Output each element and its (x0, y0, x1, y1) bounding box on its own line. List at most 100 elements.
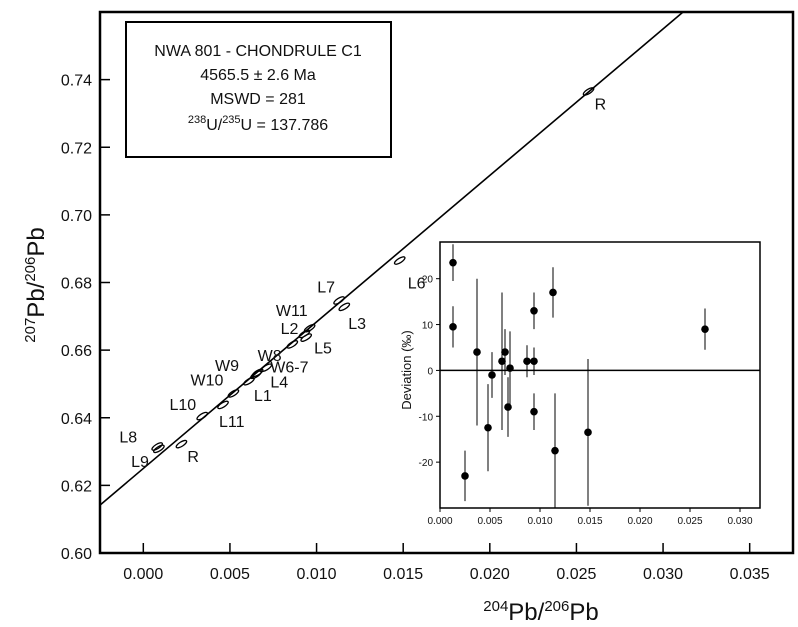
data-point-label: L8 (119, 429, 137, 446)
data-point-label: L1 (254, 388, 272, 405)
data-point-label: L10 (170, 397, 197, 414)
y-tick-label: 0.64 (61, 411, 92, 428)
inset-y-tick-label: 0 (427, 366, 433, 377)
y-tick-label: 0.66 (61, 343, 92, 360)
data-ellipse (151, 442, 164, 451)
annotation-box (125, 21, 392, 158)
isochron-line (99, 11, 684, 506)
data-point-label: W10 (190, 372, 223, 389)
data-point-label: W6-7 (270, 359, 308, 376)
annotation-uranium-ratio: 238U/235U = 137.786 (188, 114, 328, 134)
y-tick-label: 0.72 (61, 140, 92, 157)
x-tick-label: 0.015 (383, 566, 423, 583)
data-point-label: L11 (219, 414, 245, 431)
data-point-label: W11 (276, 303, 308, 320)
annotation-ratio-end: U = 137.786 (241, 117, 329, 134)
data-ellipse (393, 256, 406, 265)
data-ellipse (217, 400, 229, 410)
data-point-label: L9 (131, 454, 149, 471)
y-tick-label: 0.74 (61, 73, 92, 90)
x-tick-label: 0.000 (123, 566, 163, 583)
inset-data-point (449, 258, 457, 267)
inset-data-point (501, 348, 509, 356)
data-ellipse (333, 296, 345, 305)
y-tick-label: 0.62 (61, 478, 92, 495)
data-ellipse (300, 333, 313, 342)
data-ellipse (243, 376, 255, 386)
data-point-label: L7 (317, 279, 335, 296)
inset-x-tick-label: 0.015 (577, 516, 602, 527)
inset-data-point (473, 348, 481, 356)
data-point-label: L6 (408, 276, 426, 293)
main-plot-layer: 0.000 0.005 0.010 0.015 0.020 0.025 0.030 0.035… (61, 11, 770, 583)
inset-plot-layer: 0.000 0.005 0.010 0.015 0.020 0.025 0.030 -20 -1… (419, 244, 760, 527)
inset-data-point (504, 403, 512, 411)
x-tick-label: 0.005 (210, 566, 250, 583)
annotation-ratio-sup-a: 238 (188, 114, 206, 126)
inset-data-point (461, 472, 469, 480)
annotation-ratio-sup-b: 235 (222, 114, 240, 126)
inset-y-tick-label: 10 (422, 321, 434, 332)
data-point-label: L3 (348, 316, 366, 333)
y-label-base-2: Pb (23, 227, 50, 256)
x-tick-label: 0.030 (643, 566, 683, 583)
y-tick-label: 0.70 (61, 208, 92, 225)
data-ellipse (582, 87, 595, 96)
data-point-label: W9 (215, 358, 239, 375)
inset-data-point (530, 407, 538, 416)
inset-y-tick-label: -20 (419, 458, 434, 469)
inset-data-point (498, 357, 506, 366)
data-point-label: R (187, 449, 199, 466)
inset-data-point (530, 357, 538, 366)
y-label-base-1: Pb/ (23, 281, 50, 317)
inset-x-tick-label: 0.010 (527, 516, 552, 527)
data-ellipse (260, 363, 273, 373)
inset-data-point (530, 306, 538, 315)
inset-frame (439, 241, 761, 509)
inset-data-point (488, 371, 496, 379)
data-ellipse (153, 444, 165, 454)
data-ellipse (227, 389, 240, 398)
inset-data-point (506, 364, 514, 372)
data-ellipse (196, 411, 209, 421)
data-point-label: W8 (258, 348, 282, 365)
annotation-sample-name: NWA 801 - CHONDRULE C1 (154, 43, 362, 60)
inset-data-point (549, 288, 557, 297)
inset-x-tick-label: 0.005 (477, 516, 502, 527)
inset-y-tick-label: -10 (419, 412, 434, 423)
x-tick-label: 0.020 (470, 566, 510, 583)
y-label-sup-1: 207 (22, 318, 39, 343)
annotation-mswd: MSWD = 281 (210, 91, 306, 108)
inset-x-tick-label: 0.030 (727, 516, 752, 527)
y-axis-label: 207Pb/206Pb (22, 227, 50, 342)
data-ellipse (251, 368, 264, 378)
inset-y-tick-label: 20 (422, 275, 434, 286)
inset-x-tick-label: 0.000 (427, 516, 452, 527)
data-point-label: L5 (314, 341, 332, 358)
x-tick-label: 0.010 (297, 566, 337, 583)
inset-y-axis-label: Deviation (‰) (399, 330, 414, 409)
y-tick-label: 0.60 (61, 546, 92, 563)
y-label-sup-2: 206 (22, 257, 39, 282)
annotation-age: 4565.5 ± 2.6 Ma (200, 67, 316, 84)
data-ellipse (338, 302, 351, 312)
inset-data-point (449, 323, 457, 331)
inset-x-tick-label: 0.020 (627, 516, 652, 527)
data-ellipse (286, 340, 299, 349)
x-tick-label: 0.025 (556, 566, 596, 583)
x-tick-label: 0.035 (730, 566, 770, 583)
data-point-label: R (595, 96, 607, 113)
annotation-ratio-mid: U/ (206, 117, 223, 134)
x-axis-label: 204Pb/206Pb (483, 598, 598, 626)
inset-data-point (701, 325, 709, 333)
data-ellipse (303, 323, 316, 333)
x-label-sup-1: 204 (483, 598, 508, 615)
inset-data-point (584, 428, 592, 437)
inset-x-tick-label: 0.025 (677, 516, 702, 527)
data-point-label: L4 (270, 375, 288, 392)
x-label-base-1: Pb/ (508, 599, 544, 626)
inset-data-point (523, 357, 531, 366)
y-tick-label: 0.68 (61, 276, 92, 293)
inset-data-point (484, 423, 492, 432)
